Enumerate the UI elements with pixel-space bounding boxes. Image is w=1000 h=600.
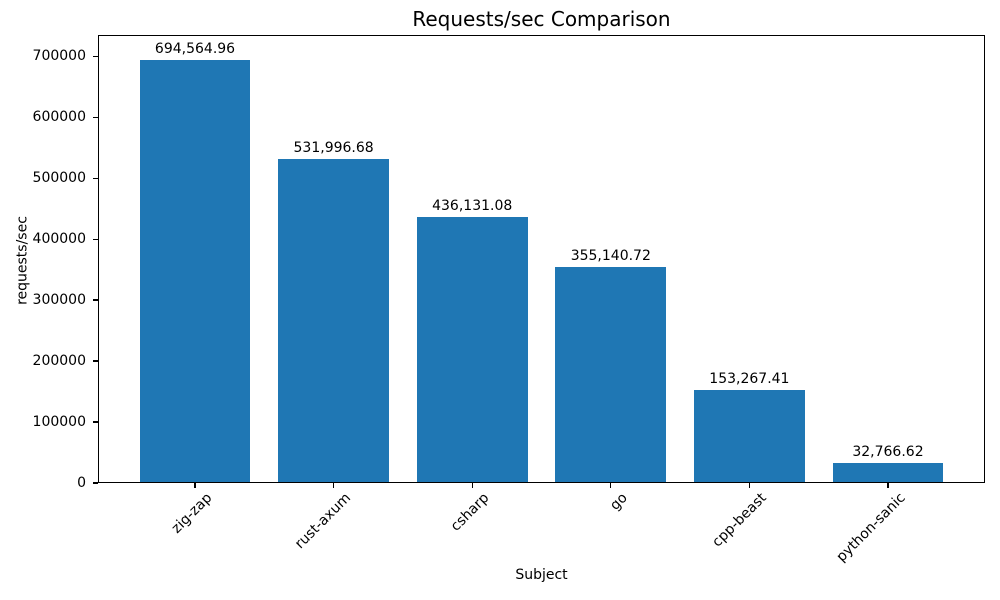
bar-value-label: 694,564.96 [154,40,236,57]
y-tick-mark [93,299,98,301]
x-tick-label: cpp-beast [709,490,770,551]
x-tick-label: rust-axum [291,490,354,553]
x-tick-mark [194,483,196,488]
x-tick-label: csharp [447,490,493,535]
bar-rust-axum [278,158,390,482]
x-tick-label: zig-zap [168,490,216,537]
x-axis-label: Subject [515,567,568,583]
y-tick-label: 100000 [32,414,86,431]
y-tick-mark [93,482,98,484]
y-tick-label: 300000 [32,292,86,309]
y-tick-mark [93,360,98,362]
bar-value-label: 153,267.41 [709,370,790,387]
bar-value-label: 531,996.68 [293,139,374,156]
x-tick-label: python-sanic [833,490,909,566]
y-tick-label: 600000 [32,109,86,126]
y-tick-mark [93,238,98,240]
bar-zig-zap [139,59,251,482]
y-tick-label: 700000 [32,48,86,65]
bar-python-sanic [832,463,944,482]
y-tick-mark [93,116,98,118]
y-tick-label: 200000 [32,353,86,370]
bar-go [555,266,667,482]
y-axis-label: requests/sec [14,216,31,305]
y-tick-label: 500000 [32,170,86,187]
bar-value-label: 32,766.62 [852,444,924,461]
x-tick-label: go [607,490,632,514]
x-tick-mark [471,483,473,488]
x-tick-mark [887,483,889,488]
y-tick-label: 400000 [32,231,86,248]
y-tick-label: 0 [77,475,86,491]
bar-value-label: 355,140.72 [570,247,651,264]
x-tick-mark [332,483,335,488]
x-tick-mark [748,483,751,488]
bar-cpp-beast [693,389,805,482]
y-tick-mark [93,421,98,423]
x-tick-mark [610,483,612,488]
bar-csharp [416,217,528,482]
y-tick-mark [93,55,98,57]
y-tick-mark [93,177,98,179]
chart-title: Requests/sec Comparison [412,7,671,31]
bar-value-label: 436,131.08 [432,198,513,215]
